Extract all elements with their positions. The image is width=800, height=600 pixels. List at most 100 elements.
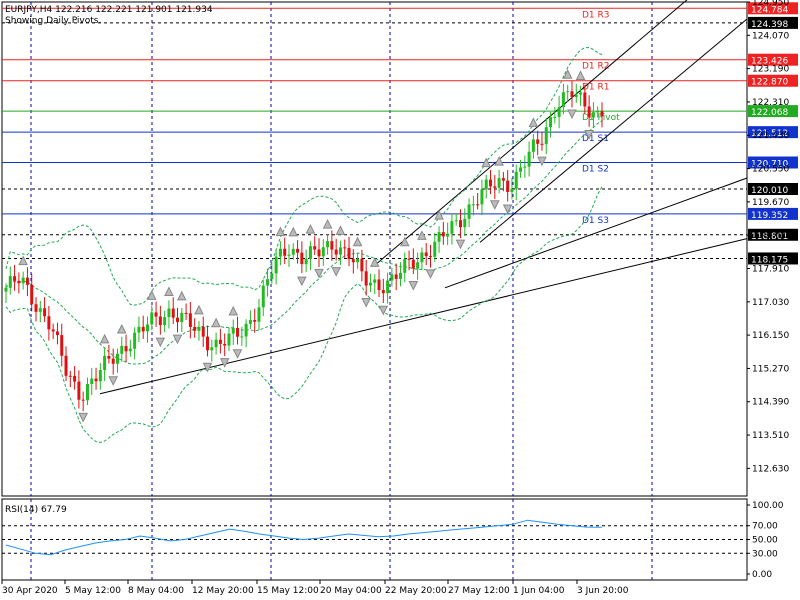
price-marker-box [748, 228, 798, 241]
candle-body [158, 316, 162, 326]
fractal-up-marker [575, 70, 586, 80]
candle-body [17, 280, 21, 284]
price-marker-box [748, 74, 798, 87]
candle-body [291, 248, 295, 255]
fractal-up-marker [322, 218, 333, 229]
pivot-level-label: D1 S2 [582, 165, 609, 175]
fractal-up-marker [146, 290, 157, 300]
time-tick-label: 5 May 12:00 [65, 586, 121, 596]
candle-body [13, 276, 17, 281]
rsi-line [5, 519, 603, 556]
candle-body [85, 383, 89, 401]
candle-body [60, 335, 64, 356]
candle-body [356, 258, 360, 263]
time-tick-label: 15 May 12:00 [257, 586, 319, 596]
candle-body [591, 112, 595, 118]
price-marker-label: 118.801 [751, 232, 788, 242]
time-tick-label: 8 May 04:00 [128, 586, 184, 596]
candle-body [133, 332, 137, 349]
candle-body [163, 317, 167, 326]
candle-body [459, 220, 463, 228]
candle-body [227, 333, 231, 346]
fractal-down-marker [425, 269, 436, 279]
price-tick-label: 124.950 [752, 0, 789, 8]
candle-body [321, 247, 325, 257]
candle-body [278, 248, 282, 257]
candle-body [4, 287, 8, 292]
candle-body [248, 319, 252, 324]
rsi-tick-label: 30.00 [752, 549, 778, 559]
candle-body [343, 247, 347, 249]
rsi-label: RSI(14) 67.79 [5, 505, 67, 515]
candle-body [167, 308, 171, 318]
candle-body [176, 317, 180, 323]
pivot-level-label: D1 R2 [582, 62, 610, 72]
price-marker-box [748, 252, 798, 265]
candle-body [424, 252, 428, 257]
candle-body [527, 151, 531, 167]
candle-body [171, 308, 175, 318]
candle-body [416, 262, 420, 269]
candle-body [43, 308, 47, 317]
price-tick-label: 123.190 [752, 65, 789, 75]
candle-body [467, 204, 471, 219]
candle-body [120, 346, 124, 354]
fractal-markers [18, 69, 594, 423]
candle-body [25, 277, 29, 285]
candle-body [360, 258, 364, 272]
candle-body [407, 258, 411, 260]
candle-body [433, 241, 437, 257]
price-marker-box [748, 105, 798, 118]
candle-body [236, 328, 240, 337]
candle-body [68, 375, 72, 377]
candle-body [188, 313, 192, 327]
candle-body [184, 312, 188, 314]
candle-body [351, 259, 355, 263]
candle-body [398, 272, 402, 279]
candle-body [420, 252, 424, 263]
candle-body [206, 336, 210, 351]
fractal-down-marker [314, 268, 324, 279]
price-tick-label: 115.270 [752, 364, 789, 374]
rsi-tick-label: 100.00 [752, 501, 784, 511]
fractal-up-marker [434, 209, 444, 220]
fractal-down-marker [408, 281, 419, 291]
candle-body [150, 312, 154, 325]
fractal-up-marker [99, 333, 110, 344]
fractal-up-marker [399, 236, 410, 247]
candle-body [454, 220, 458, 222]
candle-body [214, 339, 218, 348]
candle-body [244, 323, 248, 337]
candle-body [8, 276, 12, 288]
candle-body [30, 284, 34, 305]
price-marker-label: 118.175 [751, 255, 788, 265]
candle-body [128, 348, 132, 352]
candle-body [480, 189, 484, 205]
candle-body [283, 248, 287, 256]
pivot-level-label: D1 S1 [582, 134, 609, 144]
candle-body [330, 241, 334, 250]
candle-body [197, 326, 201, 331]
candle-body [231, 328, 235, 334]
candle-body [64, 355, 68, 376]
fractal-down-marker [155, 337, 166, 348]
candle-body [103, 355, 107, 371]
candle-body [47, 316, 51, 330]
rsi-tick-label: 50.00 [752, 536, 778, 546]
candle-body [476, 204, 480, 206]
time-axis: 30 Apr 2020 5 May 12:00 8 May 04:00 12 May … [1, 580, 629, 596]
price-tick-label: 124.070 [752, 31, 789, 41]
fractal-down-marker [455, 239, 466, 250]
rsi-tick-label: 70.00 [752, 522, 778, 532]
candle-body [81, 399, 85, 401]
candle-body [531, 139, 535, 152]
fractal-up-marker [335, 225, 346, 235]
candle-body [441, 232, 445, 237]
candle-body [270, 273, 274, 280]
candle-body [304, 258, 308, 265]
rsi-grid: 100.00 70.00 50.00 30.00 0.00 [1, 498, 784, 581]
candle-body [540, 143, 544, 145]
candle-body [437, 232, 441, 242]
candle-body [261, 285, 265, 308]
price-marker-label: 120.010 [751, 186, 788, 196]
